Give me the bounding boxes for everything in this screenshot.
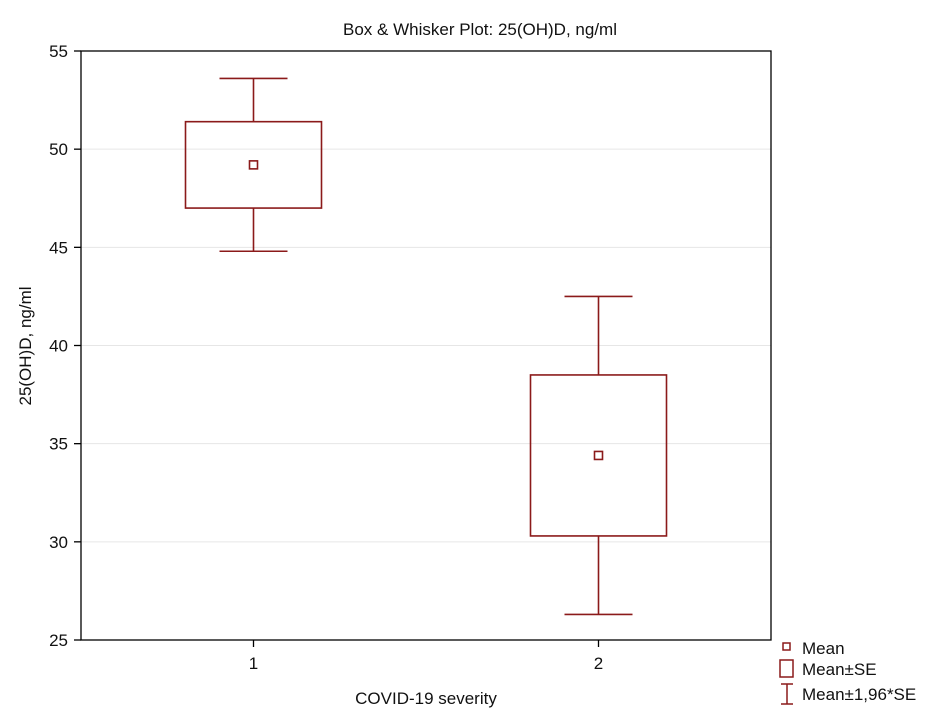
y-axis-label: 25(OH)D, ng/ml bbox=[16, 286, 35, 405]
legend: Mean Mean±SE Mean±1,96*SE bbox=[779, 639, 916, 705]
mean-marker bbox=[593, 450, 604, 461]
y-tick-label: 25 bbox=[49, 631, 68, 650]
mean-marker bbox=[248, 160, 259, 170]
gridlines bbox=[81, 148, 771, 543]
y-tick-label: 40 bbox=[49, 337, 68, 356]
legend-ci-marker bbox=[781, 683, 793, 705]
y-tick-label: 45 bbox=[49, 238, 68, 257]
y-tick-label: 30 bbox=[49, 533, 68, 552]
legend-se-label: Mean±SE bbox=[802, 660, 877, 679]
x-tick-label: 1 bbox=[249, 654, 258, 673]
chart-title: Box & Whisker Plot: 25(OH)D, ng/ml bbox=[343, 20, 617, 39]
y-tick-label: 55 bbox=[49, 42, 68, 61]
y-tick-label: 35 bbox=[49, 435, 68, 454]
box-series bbox=[184, 77, 668, 616]
y-tick-label: 50 bbox=[49, 140, 68, 159]
box-group-1 bbox=[184, 77, 323, 253]
x-tick-label: 2 bbox=[594, 654, 603, 673]
box-group-2 bbox=[529, 295, 668, 616]
se-box bbox=[184, 120, 323, 209]
plot-frame bbox=[80, 50, 772, 641]
legend-mean-label: Mean bbox=[802, 639, 845, 658]
se-box bbox=[529, 374, 668, 537]
legend-ci-label: Mean±1,96*SE bbox=[802, 685, 916, 704]
y-axis-ticks: 25 30 35 40 45 50 55 bbox=[49, 42, 81, 650]
x-axis-label: COVID-19 severity bbox=[355, 689, 497, 708]
legend-se-marker bbox=[779, 659, 794, 678]
legend-mean-marker bbox=[782, 642, 791, 651]
